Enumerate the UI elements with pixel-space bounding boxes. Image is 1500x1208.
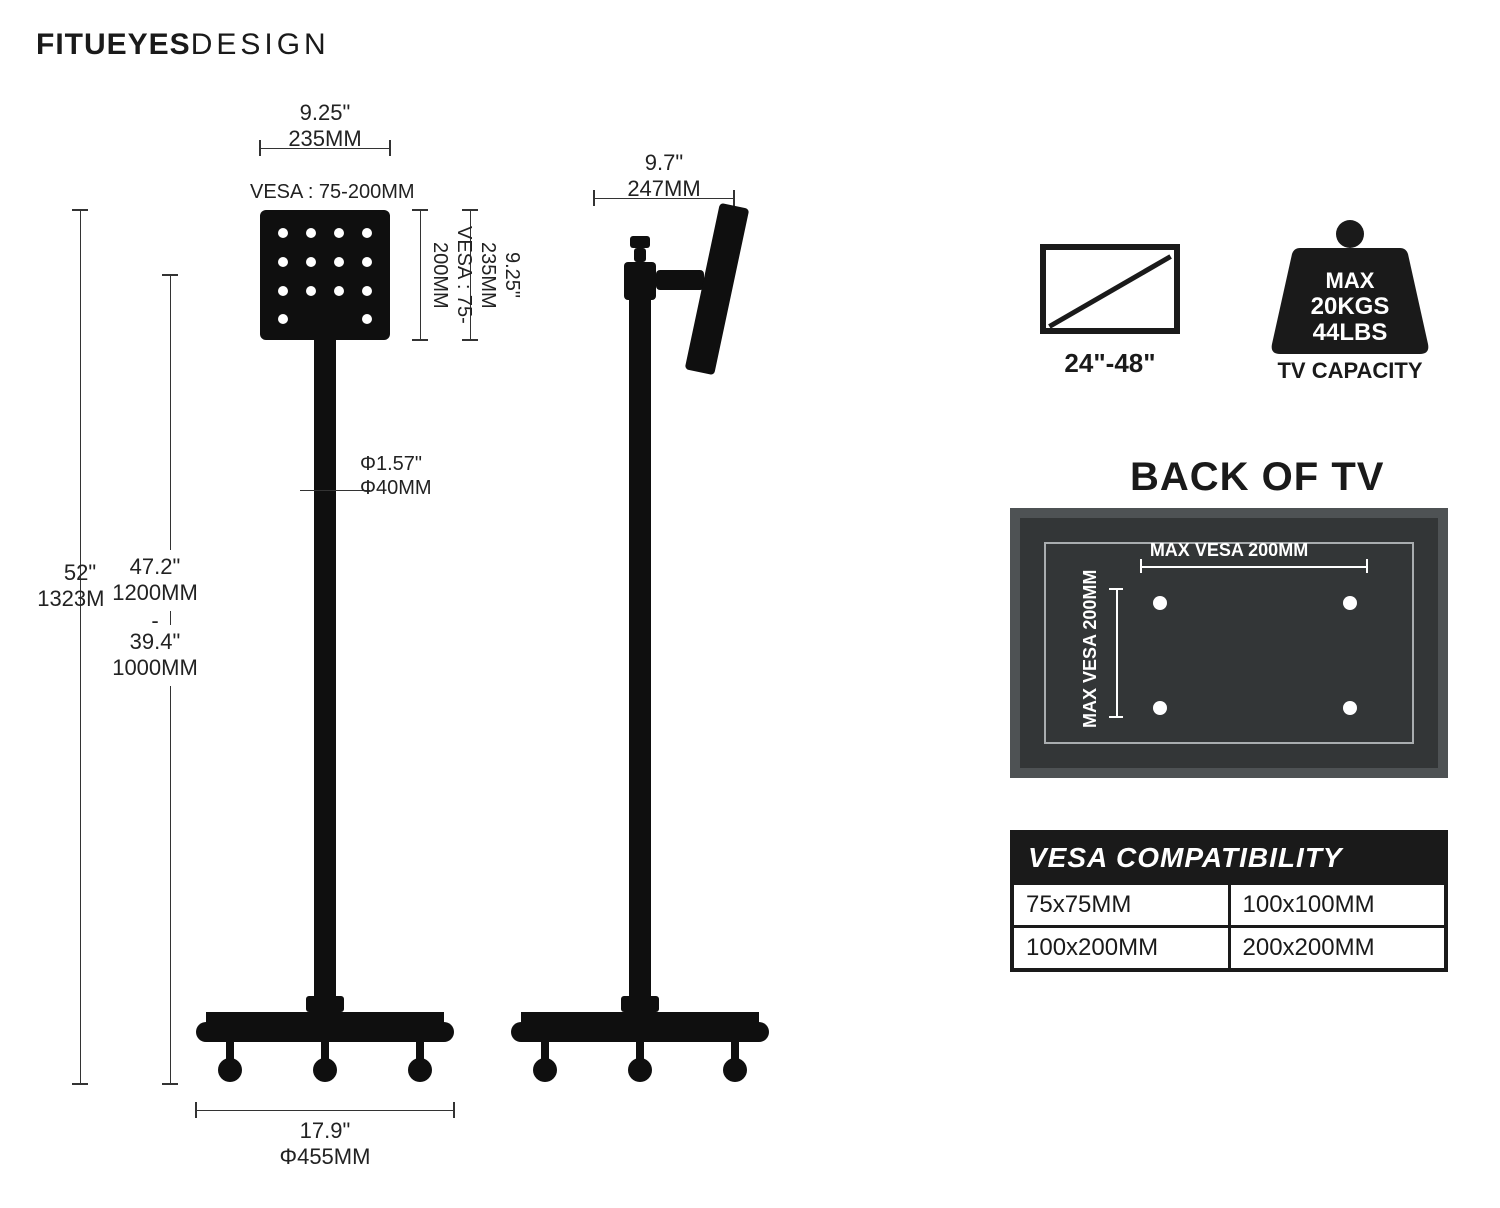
base-plate-bottom [196, 1022, 454, 1042]
capacity-caption: TV CAPACITY [1270, 358, 1430, 384]
vesa-v-label: MAX VESA 200MM [1080, 568, 1101, 728]
table-row: 100x200MM 200x200MM [1014, 925, 1444, 968]
vesa-table-header: VESA COMPATIBILITY [1014, 834, 1444, 882]
dim-adj-height-lo: 39.4" 1000MM [105, 625, 205, 686]
label-vesa-h: VESA : 75-200MM [250, 180, 450, 204]
vesa-dim-h [1140, 566, 1368, 568]
dim-tick [72, 1083, 88, 1085]
weight-icon: MAX 20KGS 44LBS TV CAPACITY [1270, 218, 1430, 358]
table-row: 75x75MM 100x100MM [1014, 882, 1444, 925]
vesa-compat-table: VESA COMPATIBILITY 75x75MM 100x100MM 100… [1010, 830, 1448, 972]
brand-bold: FITUEYES [36, 28, 191, 61]
pole-foot [306, 996, 344, 1012]
dim-tick [1109, 588, 1123, 590]
dim-tick [195, 1102, 197, 1118]
dim-tick [162, 1083, 178, 1085]
back-of-tv-title: BACK OF TV [1130, 455, 1384, 500]
dim-plate-height: 9.25" 235MM [476, 210, 524, 340]
svg-text:20KGS: 20KGS [1311, 293, 1390, 320]
dimline-total-height [80, 210, 81, 1084]
base-plate-top [206, 1012, 444, 1022]
pole-side [629, 300, 651, 1000]
joint-top-pin [634, 248, 646, 262]
vesa-hole-icon [1153, 596, 1167, 610]
tv-size-label: 24"-48" [1040, 348, 1180, 379]
caster-icon [311, 1042, 339, 1082]
svg-text:44LBS: 44LBS [1313, 319, 1388, 346]
caster-icon [216, 1042, 244, 1082]
brand-light: DESIGN [191, 28, 330, 61]
brand-logo: FITUEYESDESIGN [36, 28, 330, 62]
base-plate-bottom-side [511, 1022, 769, 1042]
vesa-cell: 100x100MM [1228, 882, 1445, 925]
vesa-hole-icon [1343, 596, 1357, 610]
stage: FITUEYESDESIGN 9.25" 235MM VESA : 75-200… [0, 0, 1500, 1208]
arm [656, 270, 704, 290]
dim-tick [162, 274, 178, 276]
dim-plate-width: 9.25" 235MM [260, 100, 390, 153]
svg-text:MAX: MAX [1326, 268, 1375, 293]
caster-icon [531, 1042, 559, 1082]
joint-top-cap [630, 236, 650, 248]
dim-tick [412, 209, 428, 211]
dim-depth: 9.7" 247MM [594, 150, 734, 203]
dim-base-dia: 17.9" Φ455MM [196, 1118, 454, 1171]
dim-tick [72, 209, 88, 211]
pole-front [314, 340, 336, 1000]
vesa-hole-icon [1153, 701, 1167, 715]
vesa-cell: 200x200MM [1228, 925, 1445, 968]
dim-tick [1140, 559, 1142, 573]
vesa-cell: 100x200MM [1014, 925, 1228, 968]
dim-tick [453, 1102, 455, 1118]
dim-tick [1109, 716, 1123, 718]
vesa-cell: 75x75MM [1014, 882, 1228, 925]
joint-body [624, 262, 656, 300]
vesa-h-label: MAX VESA 200MM [1020, 540, 1438, 561]
dim-pole-dia: Φ1.57" Φ40MM [360, 452, 480, 500]
vesa-hole-icon [1343, 701, 1357, 715]
pole-foot-side [621, 996, 659, 1012]
caster-icon [626, 1042, 654, 1082]
dimline-vesa-v [420, 210, 421, 340]
label-vesa-v: VESA : 75-200MM [428, 200, 476, 350]
caster-icon [406, 1042, 434, 1082]
vesa-dim-v [1116, 588, 1118, 718]
vesa-plate-front [260, 210, 390, 340]
caster-icon [721, 1042, 749, 1082]
tv-size-icon [1040, 244, 1180, 334]
back-of-tv-panel: MAX VESA 200MM MAX VESA 200MM [1010, 508, 1448, 778]
base-plate-top-side [521, 1012, 759, 1022]
dim-tick [1366, 559, 1368, 573]
dim-adj-height-hi: 47.2" 1200MM [105, 550, 205, 611]
dim-tick [412, 339, 428, 341]
dimline-base-dia [196, 1110, 454, 1111]
